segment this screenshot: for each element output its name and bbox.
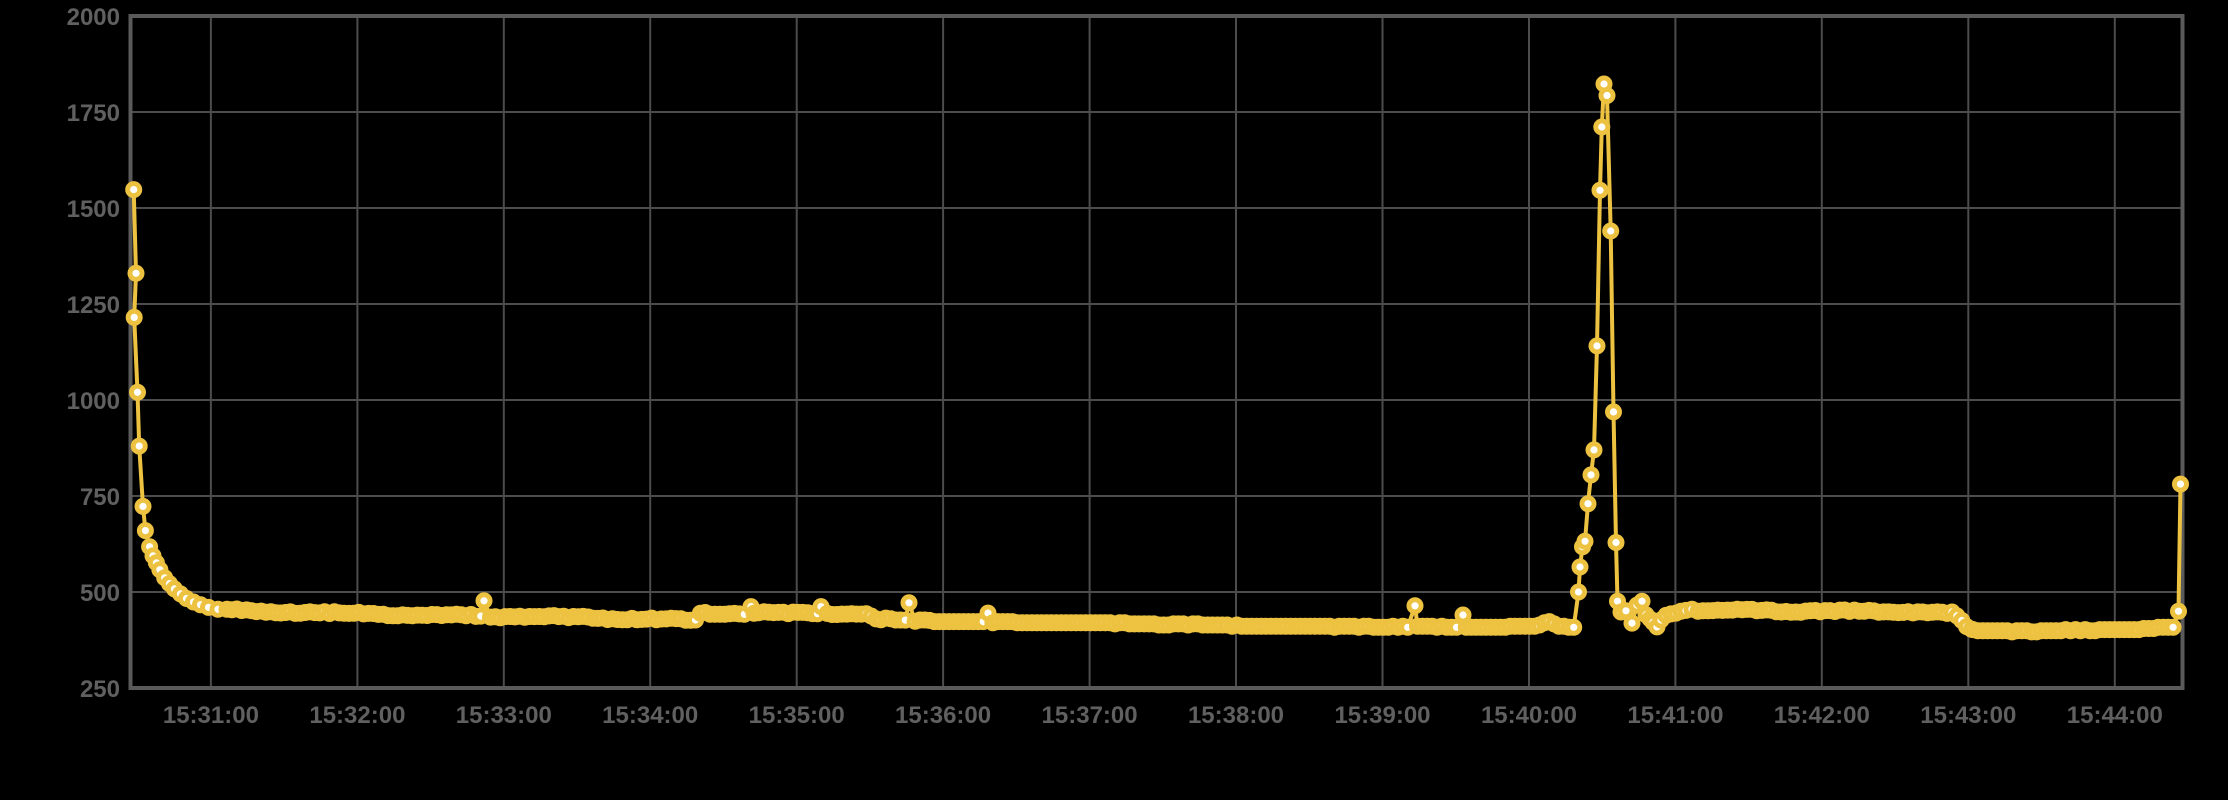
svg-text:500: 500 xyxy=(80,580,120,607)
svg-text:15:40:00: 15:40:00 xyxy=(1481,702,1577,729)
svg-text:15:31:00: 15:31:00 xyxy=(163,702,259,729)
svg-text:15:34:00: 15:34:00 xyxy=(602,702,698,729)
svg-text:2000: 2000 xyxy=(67,4,120,31)
svg-text:15:43:00: 15:43:00 xyxy=(1920,702,2016,729)
svg-text:15:35:00: 15:35:00 xyxy=(749,702,845,729)
svg-text:15:44:00: 15:44:00 xyxy=(2067,702,2163,729)
svg-text:1000: 1000 xyxy=(67,388,120,415)
svg-text:750: 750 xyxy=(80,484,120,511)
svg-text:15:39:00: 15:39:00 xyxy=(1334,702,1430,729)
svg-text:15:37:00: 15:37:00 xyxy=(1042,702,1138,729)
svg-text:15:33:00: 15:33:00 xyxy=(456,702,552,729)
svg-text:250: 250 xyxy=(80,676,120,703)
svg-text:1500: 1500 xyxy=(67,196,120,223)
svg-text:15:32:00: 15:32:00 xyxy=(309,702,405,729)
svg-text:15:38:00: 15:38:00 xyxy=(1188,702,1284,729)
svg-text:1250: 1250 xyxy=(67,292,120,319)
svg-text:15:42:00: 15:42:00 xyxy=(1774,702,1870,729)
svg-text:15:36:00: 15:36:00 xyxy=(895,702,991,729)
svg-text:1750: 1750 xyxy=(67,100,120,127)
svg-text:15:41:00: 15:41:00 xyxy=(1627,702,1723,729)
